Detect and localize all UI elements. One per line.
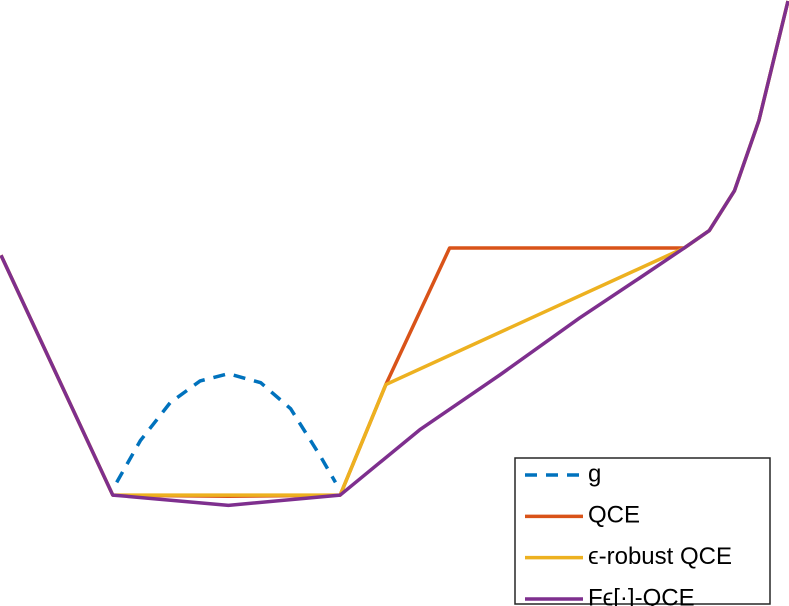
series-line bbox=[0, 0, 789, 499]
series-line bbox=[115, 371, 337, 484]
legend-box bbox=[514, 457, 771, 605]
legend-label: Fϵ[·]-QCE bbox=[588, 584, 695, 606]
series-line bbox=[0, 0, 789, 508]
legend-label: QCE bbox=[588, 502, 640, 529]
legend-label: g bbox=[588, 460, 601, 487]
legend-label: ϵ-robust QCE bbox=[588, 543, 732, 570]
